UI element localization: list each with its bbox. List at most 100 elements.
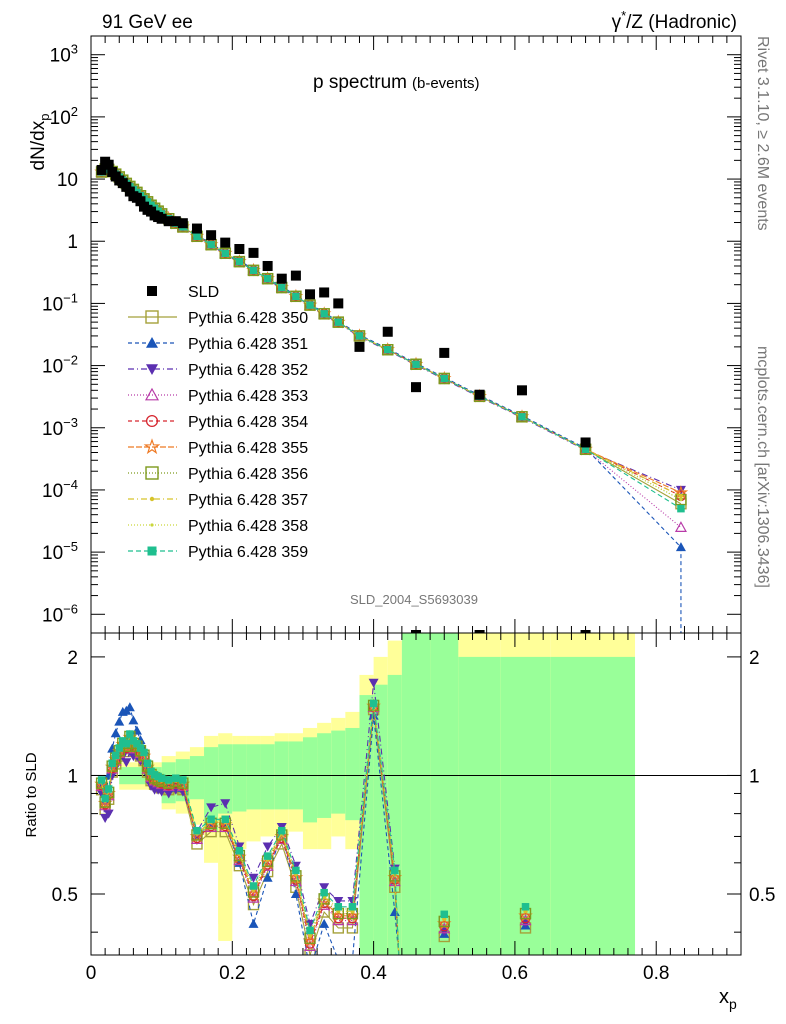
header-right: γ*/Z (Hadronic) bbox=[612, 8, 737, 33]
legend-marker-4 bbox=[144, 387, 160, 401]
main-y-tick-base-7: 10 bbox=[42, 481, 63, 502]
mc-point-6-24 bbox=[233, 255, 246, 268]
ratio-point-5-3 bbox=[104, 759, 120, 774]
mc-point-9-25 bbox=[249, 266, 258, 275]
inner-band-14 bbox=[359, 695, 374, 955]
inner-band-10 bbox=[302, 737, 318, 823]
mc-point-6-28 bbox=[290, 290, 302, 303]
data-point-27 bbox=[276, 273, 287, 284]
legend-label-10: Pythia 6.428 359 bbox=[188, 544, 308, 561]
data-point-19 bbox=[170, 216, 181, 227]
legend-marker-7 bbox=[145, 466, 159, 480]
ratio-point-9-1 bbox=[101, 794, 109, 803]
data-point-0 bbox=[96, 164, 107, 175]
ratio-point-2-26 bbox=[262, 842, 273, 852]
legend-label-8: Pythia 6.428 357 bbox=[188, 492, 308, 509]
ratio-point-1-8 bbox=[124, 702, 135, 712]
mc-point-9-22 bbox=[207, 240, 215, 249]
ratio-point-9-33 bbox=[369, 699, 378, 708]
ratio-point-5-22 bbox=[203, 817, 219, 831]
ratio-point-2-3 bbox=[107, 771, 118, 781]
main-y-tick-label-0: 103 bbox=[50, 42, 78, 67]
main-subtitle: (b-events) bbox=[412, 75, 480, 92]
ratio-x-ticks: 0 0.2 0.4 0.6 0.8 bbox=[86, 36, 742, 984]
ratio-point-1-31 bbox=[338, 954, 339, 955]
inner-band-6 bbox=[246, 744, 261, 810]
ratio-point-9-30 bbox=[320, 888, 328, 897]
main-y-tick-base-2: 10 bbox=[57, 170, 78, 191]
mc-point-1-39 bbox=[675, 542, 686, 552]
mcplots-label: mcplots.cern.ch [arXiv:1306.3436] bbox=[754, 346, 771, 588]
legend-label-9: Pythia 6.428 358 bbox=[188, 518, 308, 535]
legend-marker-3 bbox=[146, 364, 158, 375]
x-axis-label: xp bbox=[719, 986, 737, 1012]
inner-band-21 bbox=[550, 656, 636, 955]
mc-point-9-37 bbox=[518, 413, 526, 421]
main-y-label: dN/dxp bbox=[28, 114, 52, 171]
legend-label-0: SLD bbox=[188, 284, 219, 301]
legend-label-5: Pythia 6.428 354 bbox=[188, 414, 308, 431]
inner-band-3 bbox=[204, 747, 219, 832]
mc-point-6-32 bbox=[353, 330, 366, 342]
data-point-18 bbox=[163, 216, 174, 227]
x-axis-label-text: x bbox=[719, 986, 729, 1008]
ratio-point-1-5 bbox=[114, 716, 125, 726]
inner-band-5 bbox=[232, 744, 247, 812]
mc-point-9-26 bbox=[263, 274, 272, 283]
ratio-point-2-29 bbox=[305, 919, 316, 929]
outer-band-alt-4 bbox=[218, 813, 233, 941]
data-point-34 bbox=[411, 382, 421, 393]
mc-point-9-39 bbox=[677, 504, 685, 513]
main-title: p spectrum (b-events) bbox=[313, 72, 480, 93]
main-y-tick-exp-8: −5 bbox=[63, 539, 78, 554]
data-point-22 bbox=[206, 230, 217, 241]
ratio-point-1-26 bbox=[262, 872, 273, 882]
legend-label-6: Pythia 6.428 355 bbox=[188, 440, 308, 457]
ratio-point-9-10 bbox=[133, 739, 141, 748]
main-y-tick-exp-0: 3 bbox=[71, 42, 78, 57]
main-y-tick-exp-1: 2 bbox=[71, 104, 78, 119]
header-left: 91 GeV ee bbox=[102, 12, 193, 33]
ratio-point-9-12 bbox=[140, 748, 148, 757]
legend-marker-5 bbox=[145, 414, 159, 428]
ratio-tail-9-0 bbox=[440, 910, 449, 919]
ratio-point-9-17 bbox=[157, 774, 166, 782]
mc-point-6-31 bbox=[332, 316, 344, 328]
ratio-y-tick-label-0: 0.5 bbox=[52, 885, 78, 906]
main-y-label-text: dN/dx bbox=[28, 120, 49, 170]
mc-point-9-32 bbox=[355, 332, 364, 340]
inner-band-7 bbox=[260, 744, 275, 810]
ratio-point-9-26 bbox=[263, 852, 272, 860]
main-y-tick-base-5: 10 bbox=[42, 357, 63, 378]
legend-label-1: Pythia 6.428 350 bbox=[188, 310, 308, 327]
mc-point-9-33 bbox=[383, 345, 392, 354]
data-point-29 bbox=[305, 289, 316, 300]
ratio-point-9-34 bbox=[391, 866, 399, 875]
inner-band-19 bbox=[458, 656, 501, 955]
ratio-point-5-24 bbox=[232, 849, 247, 864]
main-y-tick-base-4: 10 bbox=[42, 294, 63, 315]
ratio-point-9-4 bbox=[111, 751, 120, 760]
x-tick-label-4: 0.8 bbox=[643, 963, 669, 984]
data-point-31 bbox=[333, 298, 344, 309]
ratio-point-9-23 bbox=[221, 815, 229, 824]
legend-marker-10 bbox=[147, 546, 157, 556]
x-axis-label-sub: p bbox=[729, 996, 737, 1012]
ratio-point-5-1 bbox=[97, 795, 113, 810]
main-y-tick-label-1: 102 bbox=[50, 104, 78, 129]
mc-point-9-27 bbox=[278, 283, 286, 292]
data-point-11 bbox=[135, 196, 146, 207]
main-y-tick-base-8: 10 bbox=[42, 543, 63, 564]
ratio-point-2-23 bbox=[220, 799, 231, 809]
ratio-point-9-2 bbox=[104, 785, 113, 793]
header-right-suffix: /Z (Hadronic) bbox=[626, 12, 737, 33]
main-y-label-sub: p bbox=[37, 114, 52, 121]
mc-point-2-39 bbox=[675, 485, 686, 495]
ratio-marks bbox=[94, 678, 533, 955]
watermark: SLD_2004_S5693039 bbox=[350, 592, 478, 607]
main-y-tick-base-0: 10 bbox=[50, 46, 71, 67]
mc-point-6-26 bbox=[261, 272, 274, 285]
legend-marker-6 bbox=[143, 438, 161, 455]
